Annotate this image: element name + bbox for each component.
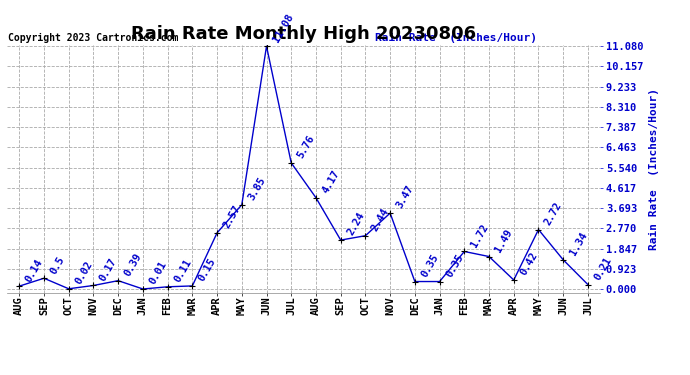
Text: 2.72: 2.72 — [543, 200, 564, 227]
Text: 0.02: 0.02 — [73, 260, 95, 286]
Text: 1.72: 1.72 — [469, 222, 490, 249]
Text: 2.24: 2.24 — [345, 211, 366, 237]
Text: 0.11: 0.11 — [172, 258, 193, 284]
Text: 0.21: 0.21 — [593, 255, 613, 282]
Text: 0.35: 0.35 — [420, 252, 440, 279]
Text: 0.15: 0.15 — [197, 256, 218, 283]
Text: 1.34: 1.34 — [568, 231, 589, 257]
Text: 0.5: 0.5 — [48, 254, 66, 276]
Title: Rain Rate Monthly High 20230806: Rain Rate Monthly High 20230806 — [131, 26, 476, 44]
Text: 0.01: 0.01 — [148, 260, 168, 286]
Text: 0.14: 0.14 — [23, 257, 45, 284]
Text: 2.57: 2.57 — [221, 204, 243, 230]
Text: 1.49: 1.49 — [493, 227, 515, 254]
Text: Copyright 2023 Cartronics.com: Copyright 2023 Cartronics.com — [8, 33, 179, 42]
Text: 0.17: 0.17 — [98, 256, 119, 283]
Text: 3.47: 3.47 — [395, 184, 416, 210]
Text: 11.08: 11.08 — [271, 12, 295, 44]
Text: Rain Rate  (Inches/Hour): Rain Rate (Inches/Hour) — [375, 33, 537, 42]
Text: 5.76: 5.76 — [296, 134, 317, 160]
Text: 0.39: 0.39 — [123, 251, 144, 278]
Text: 0.35: 0.35 — [444, 252, 465, 279]
Text: 0.42: 0.42 — [518, 251, 540, 278]
Y-axis label: Rain Rate  (Inches/Hour): Rain Rate (Inches/Hour) — [649, 88, 659, 250]
Text: 2.44: 2.44 — [370, 206, 391, 233]
Text: 3.85: 3.85 — [246, 176, 268, 202]
Text: 4.17: 4.17 — [320, 168, 342, 195]
